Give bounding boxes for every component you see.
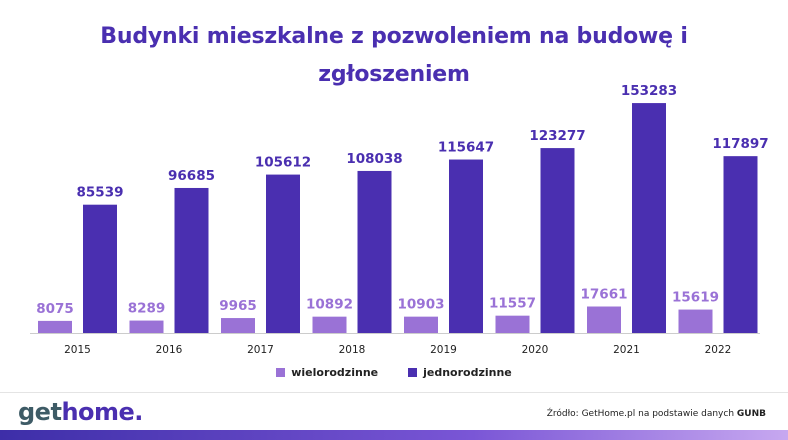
- data-label-wielorodzinne-2017: 9965: [219, 298, 257, 314]
- legend: wielorodzinne jednorodzinne: [0, 366, 788, 379]
- legend-item-wielorodzinne: wielorodzinne: [276, 366, 378, 379]
- bar-wielorodzinne-2015: [38, 320, 72, 333]
- data-label-wielorodzinne-2016: 8289: [128, 301, 166, 317]
- data-label-wielorodzinne-2020: 11557: [489, 296, 536, 312]
- bar-jednorodzinne-2018: [357, 170, 392, 333]
- data-label-jednorodzinne-2020: 123277: [529, 128, 585, 144]
- x-tick-label-2021: 2021: [613, 344, 640, 356]
- data-label-jednorodzinne-2019: 115647: [438, 140, 494, 156]
- legend-swatch-jednorodzinne: [408, 368, 418, 377]
- source-note: Źródło: GetHome.pl na podstawie danych G…: [547, 409, 766, 419]
- data-label-jednorodzinne-2021: 153283: [621, 83, 677, 99]
- x-tick-label-2015: 2015: [64, 344, 91, 356]
- data-label-jednorodzinne-2017: 105612: [255, 155, 311, 171]
- data-label-jednorodzinne-2016: 96685: [168, 168, 215, 184]
- bar-jednorodzinne-2020: [540, 148, 575, 333]
- logo-text-home: home.: [61, 398, 143, 426]
- source-text: Źródło: GetHome.pl na podstawie danych: [546, 409, 737, 419]
- bar-wielorodzinne-2022: [678, 309, 713, 333]
- data-label-wielorodzinne-2015: 8075: [36, 301, 74, 317]
- bar-jednorodzinne-2021: [632, 103, 666, 333]
- footer-divider: [0, 392, 788, 393]
- data-label-jednorodzinne-2018: 108038: [346, 151, 402, 167]
- bar-jednorodzinne-2015: [83, 204, 117, 333]
- x-tick-label-2022: 2022: [705, 344, 732, 356]
- bar-wielorodzinne-2021: [587, 306, 621, 333]
- x-tick-label-2018: 2018: [339, 344, 366, 356]
- bar-jednorodzinne-2017: [266, 174, 300, 333]
- legend-label-wielorodzinne: wielorodzinne: [291, 366, 379, 379]
- bar-wielorodzinne-2019: [404, 316, 438, 333]
- bar-wielorodzinne-2016: [129, 320, 164, 333]
- data-label-jednorodzinne-2015: 85539: [77, 185, 124, 201]
- x-tick-label-2017: 2017: [247, 344, 274, 356]
- bar-wielorodzinne-2018: [312, 316, 347, 333]
- logo-text-get: get: [18, 398, 62, 426]
- bar-wielorodzinne-2017: [221, 318, 255, 333]
- bar-jednorodzinne-2022: [723, 156, 758, 333]
- bar-wielorodzinne-2020: [495, 315, 530, 333]
- x-tick-label-2016: 2016: [156, 344, 183, 356]
- data-label-wielorodzinne-2022: 15619: [672, 290, 719, 306]
- legend-swatch-wielorodzinne: [276, 368, 286, 377]
- legend-item-jednorodzinne: jednorodzinne: [408, 366, 512, 379]
- bar-jednorodzinne-2016: [174, 187, 209, 333]
- bottom-accent-band: [0, 430, 788, 440]
- legend-label-jednorodzinne: jednorodzinne: [423, 366, 512, 379]
- bar-chart: 8075 85539 2015 8289 96685 2016 9965 105612 2017…: [30, 83, 769, 356]
- x-tick-label-2020: 2020: [522, 344, 549, 356]
- bar-jednorodzinne-2019: [449, 159, 483, 333]
- data-label-wielorodzinne-2019: 10903: [398, 297, 445, 313]
- gethome-logo: gethome.: [18, 398, 143, 426]
- x-tick-label-2019: 2019: [430, 344, 457, 356]
- source-highlight: GUNB: [736, 409, 766, 419]
- data-label-wielorodzinne-2021: 17661: [581, 287, 628, 303]
- data-label-wielorodzinne-2018: 10892: [306, 297, 353, 313]
- chart-title: Budynki mieszkalne z pozwoleniem na budo…: [100, 24, 688, 87]
- data-label-jednorodzinne-2022: 117897: [712, 136, 768, 152]
